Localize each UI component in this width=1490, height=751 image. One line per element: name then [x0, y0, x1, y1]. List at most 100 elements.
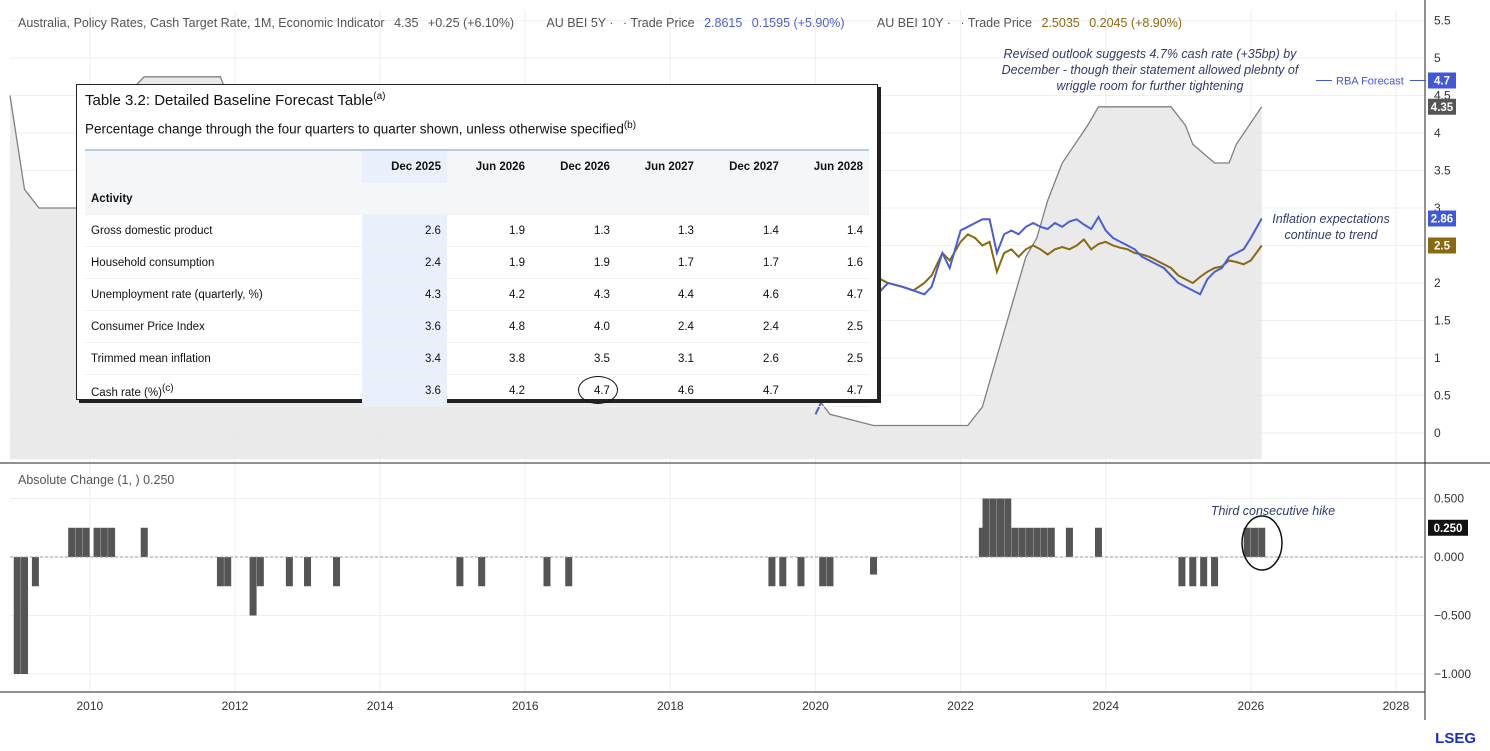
table-row: Trimmed mean inflation 3.4 3.8 3.5 3.1 2.6 2.…: [85, 342, 869, 375]
axes: 00.511.522.533.544.555.52010201220142016…: [0, 0, 1490, 720]
y-tick-label: 1: [1434, 351, 1441, 365]
bar: [21, 557, 29, 674]
y-tick-label: 5: [1434, 51, 1441, 65]
bar-last-value-bg: [1428, 519, 1468, 536]
bar-series: [13, 498, 1266, 674]
rba-forecast-text: RBA Forecast: [1336, 76, 1404, 88]
bei5-change: 0.1595 (+5.90%): [751, 16, 845, 30]
bar: [1250, 527, 1258, 557]
bar: [819, 557, 827, 587]
hike-annotation: Third consecutive hike: [1210, 504, 1336, 518]
bar: [256, 557, 264, 587]
bar: [100, 527, 108, 557]
y-tick-label: 0.500: [1434, 492, 1464, 506]
bar: [1189, 557, 1197, 587]
y-tick-label: −1.000: [1434, 667, 1471, 681]
y-tick-label: 3.5: [1434, 164, 1451, 178]
bar: [779, 557, 787, 587]
col-header: Jun 2028: [784, 151, 869, 183]
x-tick-label: 2024: [1092, 699, 1119, 713]
subpanel-title: Absolute Change (1, ) 0.250: [18, 473, 175, 487]
bar: [982, 498, 990, 557]
y-tick-label: 0: [1434, 426, 1441, 440]
bar: [1200, 557, 1208, 587]
bar: [543, 557, 551, 587]
bei10-label: 2.5: [1434, 241, 1451, 253]
table-row: Gross domestic product 2.6 1.9 1.3 1.3 1.4 1.…: [85, 214, 869, 247]
main-series-change: +0.25 (+6.10%): [427, 16, 515, 30]
x-tick-label: 2028: [1383, 699, 1410, 713]
x-tick-label: 2022: [947, 699, 974, 713]
bar: [1258, 527, 1266, 557]
table-subtitle: Percentage change through the four quart…: [85, 120, 637, 137]
bei-5y-line: [814, 214, 1263, 415]
table-header-row: Dec 2025 Jun 2026 Dec 2026 Jun 2027 Dec …: [85, 151, 869, 183]
chart-header: Australia, Policy Rates, Cash Target Rat…: [18, 16, 1188, 30]
x-tick-label: 2018: [657, 699, 684, 713]
y-tick-label: 0.5: [1434, 389, 1451, 403]
bar: [31, 557, 39, 587]
bar: [13, 557, 21, 674]
inflation-annotation: Inflation expectations continue to trend: [1272, 212, 1390, 242]
lseg-logo: LSEG: [1435, 730, 1476, 747]
rba-forecast-label: 4.7: [1434, 76, 1450, 88]
bar: [797, 557, 805, 587]
bar: [285, 557, 293, 587]
cash-rate-label-bg: [1428, 98, 1456, 115]
bar: [478, 557, 486, 587]
bar: [989, 498, 997, 557]
bar: [1033, 527, 1041, 557]
bar: [93, 527, 101, 557]
outlook-annotation: Revised outlook suggests 4.7% cash rate …: [1001, 47, 1299, 93]
bar: [997, 498, 1004, 557]
bar: [1094, 527, 1102, 557]
bei5-name: AU BEI 5Y ·: [546, 16, 614, 30]
bei5-label: 2.86: [1431, 214, 1453, 226]
col-header: Jun 2027: [615, 151, 700, 183]
col-header: Dec 2026: [530, 151, 616, 183]
bei5-label-bg: [1428, 210, 1456, 227]
bar: [826, 557, 834, 587]
bei10-change: 0.2045 (+8.90%): [1089, 16, 1182, 30]
cash-rate-label: 4.35: [1431, 102, 1454, 114]
bei10-trade-label: · Trade Price: [960, 16, 1033, 30]
bar: [249, 557, 257, 616]
y-tick-label: 3: [1434, 201, 1441, 215]
x-tick-label: 2012: [222, 699, 249, 713]
rba-forecast-label-bg: [1428, 72, 1456, 89]
col-header: Dec 2027: [699, 151, 785, 183]
x-tick-label: 2026: [1237, 699, 1264, 713]
bar: [1018, 527, 1026, 557]
forecast-table-panel: Table 3.2: Detailed Baseline Forecast Ta…: [76, 84, 878, 407]
bar: [1178, 557, 1186, 587]
col-header: Dec 2025: [362, 151, 447, 183]
forecast-table: Dec 2025 Jun 2026 Dec 2026 Jun 2027 Dec …: [85, 151, 869, 407]
col-header: Jun 2026: [446, 151, 531, 183]
y-tick-label: 4: [1434, 126, 1441, 140]
bar: [1065, 527, 1073, 557]
bei5-trade-label: · Trade Price: [623, 16, 695, 30]
bar: [768, 557, 776, 587]
bar: [1011, 527, 1019, 557]
table-row: Unemployment rate (quarterly, %) 4.3 4.2 4…: [85, 278, 869, 311]
bar: [304, 557, 312, 587]
bei10-value: 2.5035: [1041, 16, 1080, 30]
bei10-name: AU BEI 10Y ·: [876, 16, 951, 30]
bar: [565, 557, 573, 587]
bar: [978, 527, 986, 557]
table-row: Cash rate (%)(c) 3.6 4.2 4.7 4.6 4.7 4.7: [85, 374, 869, 407]
table-section-row: Activity: [85, 183, 869, 215]
bar: [870, 557, 878, 575]
bar: [224, 557, 232, 587]
bar: [108, 527, 116, 557]
y-tick-label: −0.500: [1434, 609, 1471, 623]
table-row: Consumer Price Index 3.6 4.8 4.0 2.4 2.4 2.5: [85, 310, 869, 343]
bar: [1211, 557, 1219, 587]
bar: [216, 557, 224, 587]
bar: [140, 527, 148, 557]
table-title: Table 3.2: Detailed Baseline Forecast Ta…: [85, 91, 386, 109]
x-tick-label: 2016: [512, 699, 539, 713]
bei5-value: 2.8615: [704, 16, 743, 30]
y-tick-label: 0.000: [1434, 550, 1464, 564]
x-tick-label: 2014: [367, 699, 394, 713]
